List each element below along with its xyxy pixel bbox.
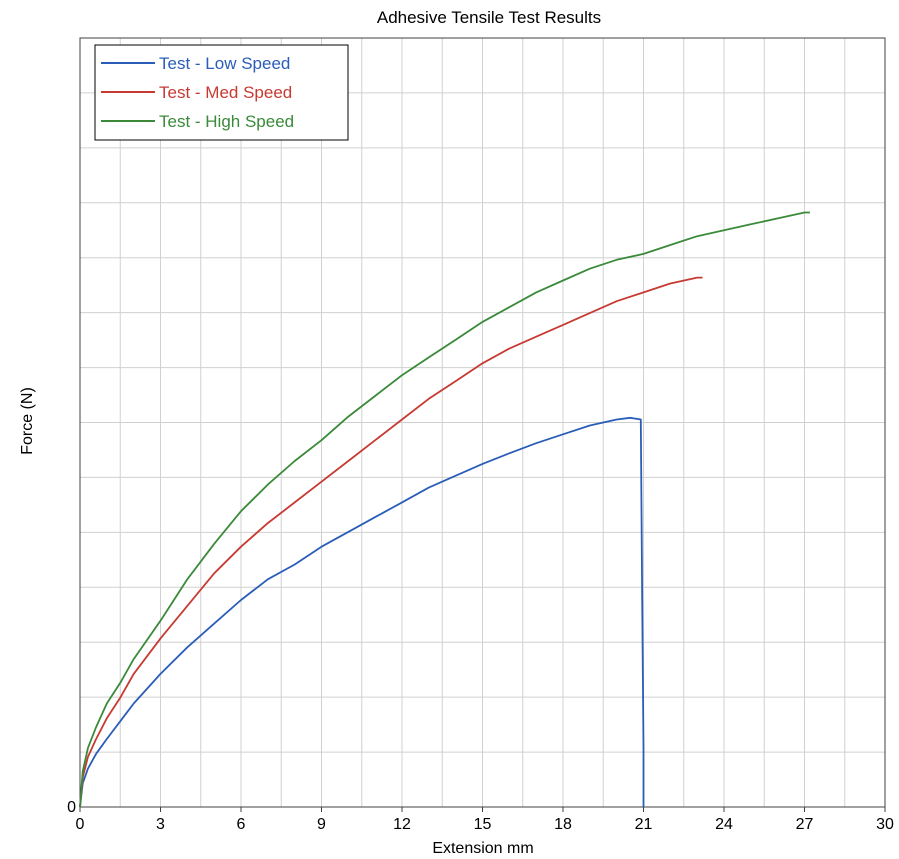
series-line-1 (79, 416, 645, 808)
x-tick-label: 30 (876, 816, 894, 833)
legend-label: Test - High Speed (159, 112, 294, 131)
x-tick-label: 27 (796, 816, 814, 833)
x-tick-label: 0 (76, 816, 85, 833)
chart-title: Adhesive Tensile Test Results (377, 8, 601, 27)
series-line-3 (79, 211, 810, 808)
x-tick-label: 21 (635, 816, 653, 833)
x-tick-label: 9 (317, 816, 326, 833)
y-axis-label: Force (N) (19, 387, 36, 455)
grid (80, 38, 885, 807)
x-tick-label: 24 (715, 816, 733, 833)
x-tick-label: 15 (474, 816, 492, 833)
legend-label: Test - Med Speed (159, 83, 292, 102)
x-axis-label: Extension mm (432, 840, 533, 857)
series-lines (79, 211, 810, 808)
x-tick-label: 3 (156, 816, 165, 833)
ticks: 0 3 6 9 12 15 18 21 24 27 30 0 (67, 799, 894, 833)
y-tick-label: 0 (67, 799, 76, 816)
legend-label: Test - Low Speed (159, 54, 290, 73)
x-tick-label: 12 (393, 816, 411, 833)
x-tick-label: 6 (237, 816, 246, 833)
x-tick-label: 18 (554, 816, 572, 833)
series-line-2 (79, 276, 703, 808)
legend: Test - Low Speed Test - Med Speed Test - H… (94, 44, 349, 141)
